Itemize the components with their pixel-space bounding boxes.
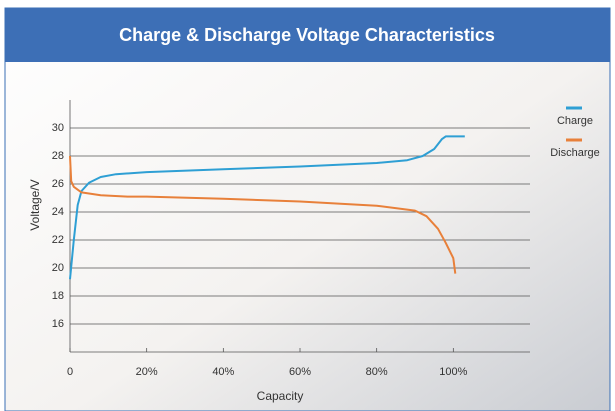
y-tick-label: 22 <box>52 234 64 246</box>
y-tick-label: 26 <box>52 178 64 190</box>
legend-label: Charge <box>557 115 593 127</box>
series-line <box>69 155 457 274</box>
y-tick-label: 28 <box>52 150 64 162</box>
y-tick-label: 24 <box>52 206 64 218</box>
x-tick-label: 80% <box>366 366 388 378</box>
y-tick-label: 20 <box>52 262 64 274</box>
x-tick-label: 20% <box>136 366 158 378</box>
panel <box>4 7 611 411</box>
y-axis-label: Voltage/V <box>28 179 42 230</box>
x-tick-label: 100% <box>439 366 467 378</box>
y-tick-label: 16 <box>52 318 64 330</box>
x-tick-label: 40% <box>212 366 234 378</box>
y-tick-label: 30 <box>52 122 64 134</box>
series-line <box>69 135 465 280</box>
x-tick-label: 60% <box>289 366 311 378</box>
y-tick-label: 18 <box>52 290 64 302</box>
header <box>5 8 610 62</box>
x-tick-label: 0 <box>67 366 73 378</box>
legend-label: Discharge <box>550 147 600 159</box>
chart-title: Charge & Discharge Voltage Characteristi… <box>119 25 495 45</box>
x-axis-label: Capacity <box>257 389 304 403</box>
